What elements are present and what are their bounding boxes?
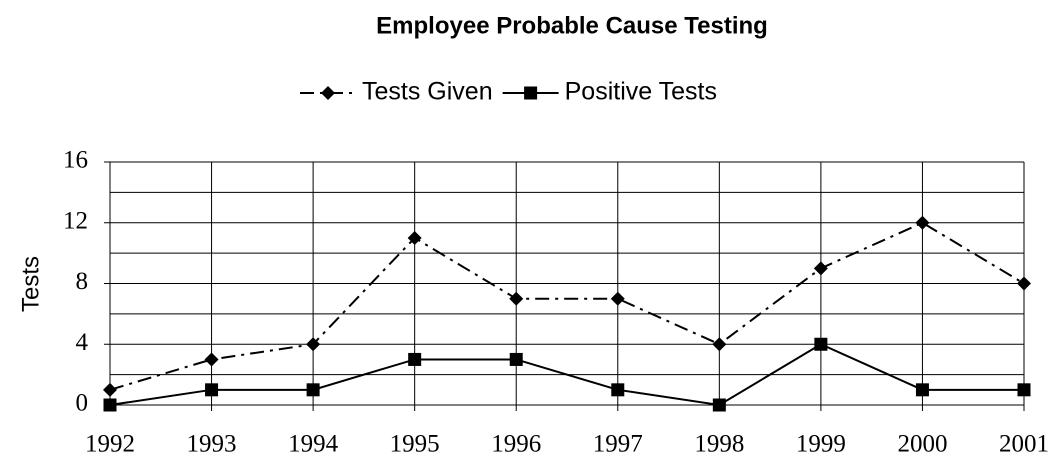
x-tick-label: 2000: [897, 431, 947, 458]
marker: [509, 352, 523, 366]
series-line: [109, 343, 1024, 407]
marker: [103, 382, 117, 397]
marker: [1017, 276, 1031, 291]
legend-item: Positive Tests: [502, 78, 717, 106]
y-tick-label: 12: [63, 207, 88, 234]
marker: [509, 291, 524, 306]
marker: [915, 215, 930, 230]
x-tick-label: 1995: [390, 431, 440, 458]
x-tick-label: 2001: [999, 431, 1049, 458]
marker: [103, 398, 117, 412]
marker: [407, 230, 422, 245]
chart-title: Employee Probable Cause Testing: [376, 12, 768, 39]
marker: [813, 261, 828, 276]
marker: [611, 383, 625, 397]
y-tick-label: 8: [76, 268, 89, 295]
x-tick-label: 1997: [593, 431, 643, 458]
marker: [204, 352, 219, 367]
legend-label: Positive Tests: [565, 78, 717, 106]
y-tick-label: 16: [63, 147, 88, 174]
legend-item: Tests Given: [300, 78, 493, 106]
x-tick-label: 1998: [694, 431, 744, 458]
x-tick-label: 1992: [85, 431, 135, 458]
marker: [205, 383, 219, 397]
marker: [814, 337, 828, 351]
x-tick-label: 1996: [491, 431, 541, 458]
marker: [1017, 383, 1031, 397]
legend-marker: [321, 86, 335, 100]
marker: [712, 398, 726, 412]
x-tick-label: 1994: [288, 431, 339, 458]
marker: [408, 352, 422, 366]
y-axis-label: Tests: [17, 256, 44, 312]
marker: [915, 383, 929, 397]
marker: [306, 383, 320, 397]
x-tick-label: 1993: [187, 431, 237, 458]
y-tick-label: 0: [76, 390, 89, 417]
marker: [306, 337, 321, 352]
marker: [610, 291, 625, 306]
series-line: [109, 221, 1025, 391]
legend-marker: [524, 86, 538, 100]
marker: [712, 337, 727, 352]
x-tick-label: 1999: [796, 431, 846, 458]
legend-label: Tests Given: [362, 78, 493, 106]
y-tick-label: 4: [76, 329, 89, 356]
